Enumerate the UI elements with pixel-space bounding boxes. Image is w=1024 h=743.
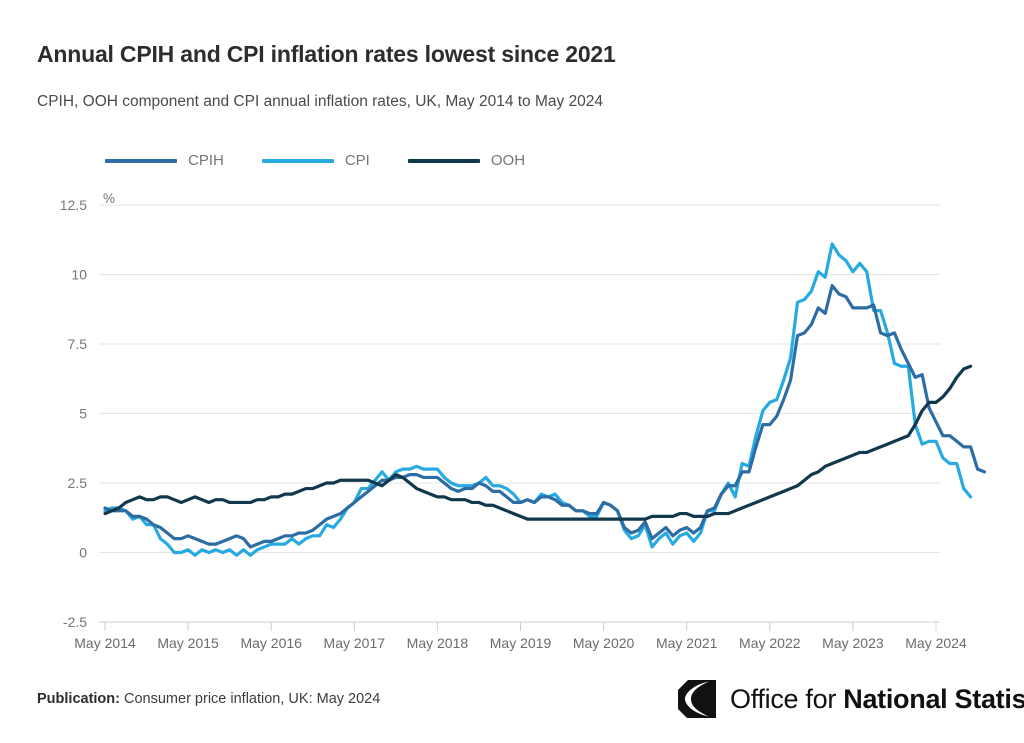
y-axis-unit-label: % [103, 191, 115, 206]
chart-legend: CPIH CPI OOH [105, 152, 563, 169]
x-axis-tick-label: May 2024 [905, 635, 967, 651]
ons-logo-mark-icon [678, 680, 716, 718]
ons-logo-text: Office for National Statistics [730, 684, 1024, 715]
series-lines [103, 242, 987, 557]
publication-note: Publication: Consumer price inflation, U… [37, 691, 380, 707]
series-line-ooh [103, 364, 973, 521]
legend-label-ooh: OOH [490, 152, 526, 169]
y-axis-tick-label: -2.5 [63, 614, 87, 630]
y-axis-tick-label: 10 [71, 267, 87, 283]
x-axis-tick-label: May 2014 [74, 635, 136, 651]
x-axis-tick-label: May 2019 [490, 635, 552, 651]
x-axis-tick-label: May 2016 [240, 635, 302, 651]
publication-label: Publication: [37, 691, 120, 707]
legend-swatch-cpih [105, 158, 177, 163]
y-axis-tick-label: 0 [79, 545, 87, 561]
x-axis-tick-label: May 2021 [656, 635, 718, 651]
legend-swatch-ooh [407, 158, 480, 163]
y-axis-tick-label: 5 [79, 406, 87, 422]
ons-logo-text-bold: National Statistics [843, 683, 1024, 714]
page-title: Annual CPIH and CPI inflation rates lowe… [37, 41, 616, 67]
legend-item-cpih[interactable]: CPIH [105, 152, 224, 169]
y-axis-tick-label: 7.5 [68, 336, 88, 352]
x-axis: May 2014 May 2015 May 2016 May 2017 May 2018… [74, 622, 967, 651]
ons-logo-text-light: Office for [730, 683, 844, 714]
legend-item-ooh[interactable]: OOH [407, 152, 526, 169]
y-axis-tick-label: 12.5 [60, 197, 87, 213]
x-axis-tick-label: May 2022 [739, 635, 801, 651]
gridlines [99, 204, 940, 623]
ons-logo: Office for National Statistics [676, 678, 1024, 720]
y-axis-labels: -2.5 0 2.5 5 7.5 10 12.5 [60, 197, 87, 630]
publication-text: Consumer price inflation, UK: May 2024 [124, 691, 381, 707]
legend-label-cpi: CPI [344, 152, 370, 169]
x-axis-tick-label: May 2017 [324, 635, 386, 651]
y-axis-tick-label: 2.5 [68, 475, 88, 491]
chart-subtitle: CPIH, OOH component and CPI annual infla… [37, 93, 604, 110]
legend-label-cpih: CPIH [188, 152, 224, 169]
series-line-cpi [103, 242, 973, 557]
legend-item-cpi[interactable]: CPI [261, 152, 370, 169]
x-axis-tick-label: May 2018 [407, 635, 469, 651]
x-axis-tick-label: May 2023 [822, 635, 884, 651]
legend-swatch-cpi [261, 158, 334, 163]
x-axis-tick-label: May 2015 [157, 635, 219, 651]
x-axis-tick-label: May 2020 [573, 635, 635, 651]
series-line-cpih [103, 284, 987, 549]
